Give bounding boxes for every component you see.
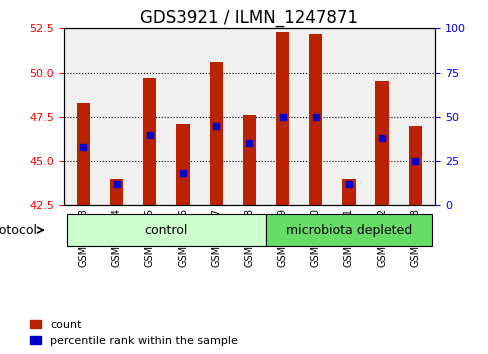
Bar [275, 32, 288, 205]
Bar [209, 62, 223, 205]
Title: GDS3921 / ILMN_1247871: GDS3921 / ILMN_1247871 [140, 9, 358, 27]
Bar [375, 81, 388, 205]
Text: protocol: protocol [0, 224, 38, 236]
Text: microbiota depleted: microbiota depleted [285, 224, 411, 236]
Bar [242, 115, 256, 205]
Bar [77, 103, 90, 205]
Bar [408, 126, 421, 205]
Bar [342, 179, 355, 205]
Legend: count, percentile rank within the sample: count, percentile rank within the sample [30, 320, 237, 346]
Bar [110, 179, 123, 205]
Bar [308, 34, 322, 205]
Bar [176, 124, 189, 205]
FancyBboxPatch shape [265, 214, 431, 246]
FancyBboxPatch shape [67, 214, 265, 246]
Text: control: control [144, 224, 188, 236]
Bar [143, 78, 156, 205]
